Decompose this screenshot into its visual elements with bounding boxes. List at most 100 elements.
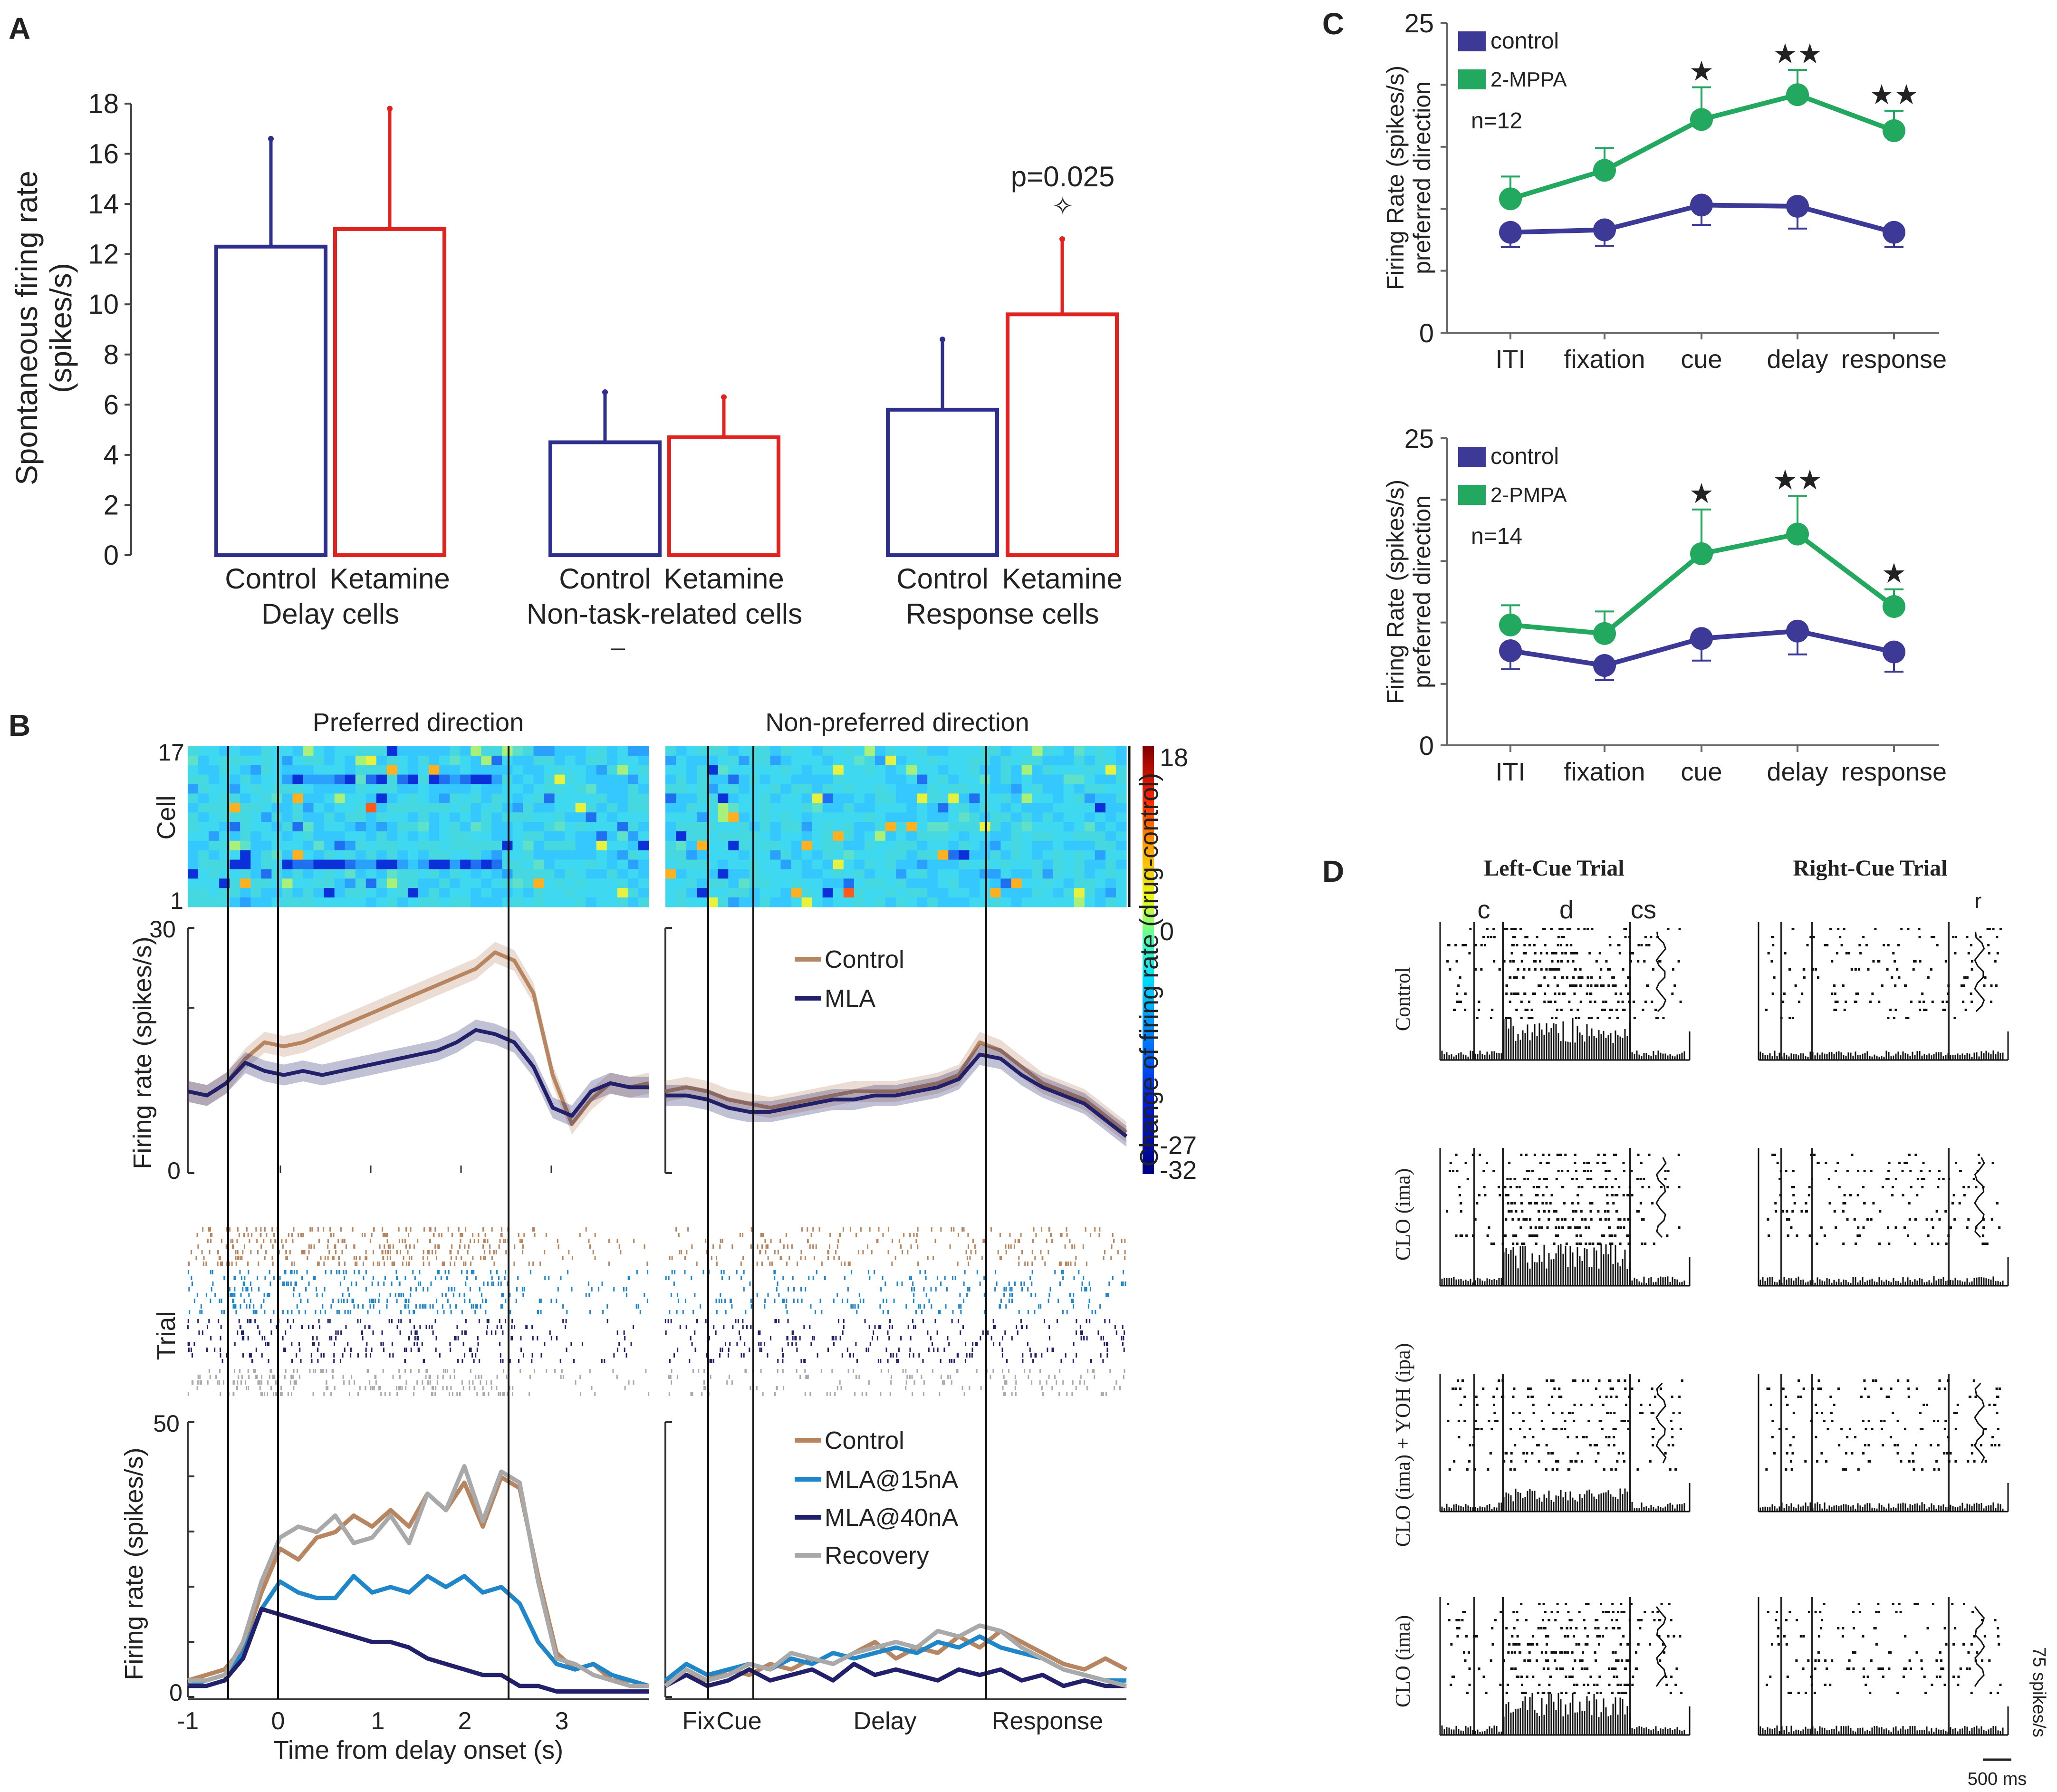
heatmap-cell xyxy=(739,784,750,794)
heatmap-cell xyxy=(502,803,513,813)
d-raster-dot xyxy=(1828,1202,1831,1204)
d-raster-dot xyxy=(1603,1154,1606,1156)
heatmap-cell xyxy=(801,878,813,888)
d-raster-dot xyxy=(1509,1017,1511,1019)
heatmap-cell xyxy=(240,803,251,813)
d-raster-dot xyxy=(1504,1186,1507,1188)
d-raster-dot xyxy=(1542,928,1545,930)
d-raster-dot xyxy=(1829,928,1832,930)
heatmap-cell xyxy=(686,897,697,907)
d-raster-dot xyxy=(1854,1001,1856,1003)
heatmap-cell xyxy=(303,803,314,813)
heatmap-cell xyxy=(969,812,980,822)
heatmap-cell xyxy=(780,831,792,841)
heatmap-cell xyxy=(676,765,687,775)
heatmap-cell xyxy=(1095,831,1106,841)
d-raster-dot xyxy=(1504,1234,1507,1237)
d-raster-dot xyxy=(1639,1178,1642,1180)
c-star: ★ xyxy=(1689,478,1714,509)
d-raster-dot xyxy=(1590,1178,1593,1180)
heatmap-cell xyxy=(523,812,534,822)
d-raster-dot xyxy=(1540,1226,1543,1229)
heatmap-cell xyxy=(386,897,398,907)
c-ylabel-line1: Firing Rate (spikes/s) xyxy=(1382,480,1409,704)
heatmap-cell xyxy=(1105,793,1116,803)
heatmap-cell xyxy=(386,878,398,888)
heatmap-cell xyxy=(261,746,272,756)
heatmap-cell xyxy=(491,840,502,851)
heatmap-cell xyxy=(990,746,1001,756)
heatmap-cell xyxy=(606,869,618,879)
heatmap-cell xyxy=(1042,746,1054,756)
heatmap-cell xyxy=(917,859,928,870)
d-raster-dot xyxy=(1801,992,1804,995)
heatmap-cell xyxy=(450,831,461,841)
heatmap-cell xyxy=(575,840,586,851)
heatmap-cell xyxy=(801,888,813,898)
d-raster-dot xyxy=(1533,1234,1536,1237)
heatmap-cell xyxy=(759,888,771,898)
d-raster-dot xyxy=(1948,1178,1951,1180)
heatmap-cell xyxy=(240,831,251,841)
heatmap-cell xyxy=(1105,822,1116,832)
b-title-preferred: Preferred direction xyxy=(313,708,524,737)
heatmap-cell xyxy=(739,765,750,775)
a-bar xyxy=(667,435,780,558)
heatmap-cell xyxy=(397,765,408,775)
heatmap-cell xyxy=(1011,831,1022,841)
heatmap-cell xyxy=(198,746,209,756)
d-raster-dot xyxy=(1893,1017,1895,1019)
heatmap-cell xyxy=(833,803,844,813)
heatmap-cell xyxy=(282,859,293,870)
d-raster-dot xyxy=(1784,952,1787,954)
d-raster-dot xyxy=(1501,1243,1504,1245)
d-raster-dot xyxy=(1642,1009,1644,1011)
heatmap-cell xyxy=(980,746,991,756)
heatmap-cell xyxy=(1074,765,1085,775)
heatmap-cell xyxy=(697,793,708,803)
heatmap-cell xyxy=(209,869,220,879)
d-raster-dot xyxy=(1936,944,1939,946)
heatmap-cell xyxy=(481,793,492,803)
d-raster-dot xyxy=(1459,976,1461,979)
d-raster-dot xyxy=(1814,968,1817,971)
heatmap-cell xyxy=(843,869,855,879)
heatmap-cell xyxy=(875,822,886,832)
d-raster-dot xyxy=(1788,968,1791,971)
d-raster-dot xyxy=(1570,1009,1573,1011)
heatmap-cell xyxy=(665,793,676,803)
heatmap-cell xyxy=(292,897,304,907)
d-raster-dot xyxy=(1803,968,1806,971)
d-raster-dot xyxy=(1464,1162,1467,1164)
heatmap-cell xyxy=(739,897,750,907)
heatmap-cell xyxy=(1032,812,1043,822)
heatmap-cell xyxy=(617,803,628,813)
heatmap-cell xyxy=(1115,755,1127,766)
b-line2-np-series-MLA@40nA xyxy=(664,1662,1126,1688)
heatmap-cell xyxy=(533,831,545,841)
heatmap-cell xyxy=(906,803,917,813)
d-raster-dot xyxy=(1553,1243,1556,1245)
heatmap-cell xyxy=(676,831,687,841)
heatmap-cell xyxy=(969,765,980,775)
heatmap-cell xyxy=(230,765,240,775)
heatmap-cell xyxy=(481,755,492,766)
d-raster-dot xyxy=(1572,952,1575,954)
d-raster-dot xyxy=(1524,952,1527,954)
b-line-chart-1-nonpreferred xyxy=(664,927,1128,1174)
d-raster-dot xyxy=(1765,1009,1768,1011)
d-raster-dot xyxy=(1894,984,1897,987)
heatmap-cell xyxy=(969,850,980,860)
d-raster-dot xyxy=(1604,1162,1606,1164)
d-raster-dot xyxy=(1448,944,1451,946)
heatmap-cell xyxy=(686,869,697,879)
d-raster-dot xyxy=(1579,976,1582,979)
heatmap-cell xyxy=(812,850,823,860)
heatmap-cell xyxy=(188,840,199,851)
d-raster-dot xyxy=(1534,952,1537,954)
heatmap-cell xyxy=(627,888,639,898)
heatmap-cell xyxy=(1032,897,1043,907)
heatmap-cell xyxy=(749,840,760,851)
heatmap-cell xyxy=(345,840,356,851)
heatmap-cell xyxy=(959,784,970,794)
